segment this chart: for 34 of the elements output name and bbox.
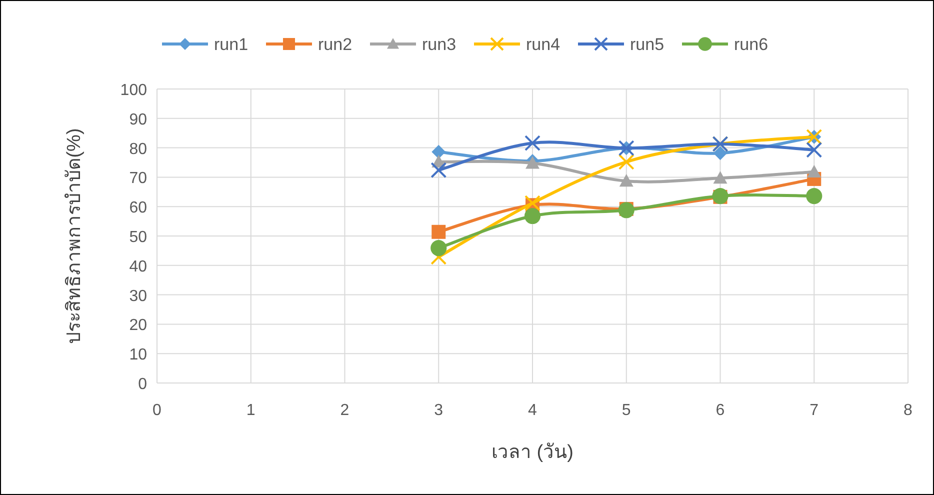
y-tick-label: 20 (129, 317, 148, 334)
x-tick-label: 1 (246, 402, 256, 419)
y-tick-label: 50 (129, 229, 148, 246)
y-tick-label: 70 (129, 170, 148, 188)
y-tick-label: 100 (120, 82, 148, 99)
y-tick-label: 40 (129, 258, 148, 276)
y-tick-label: 80 (129, 140, 148, 158)
legend-run4: run4 (474, 35, 560, 54)
legend-run5: run5 (578, 35, 664, 54)
legend-run3: run3 (370, 35, 456, 54)
y-tick-label: 60 (129, 200, 148, 217)
x-tick-label: 8 (904, 402, 913, 419)
y-tick-label: 0 (138, 376, 148, 393)
x-tick-label: 5 (622, 402, 631, 419)
x-tick-label: 3 (434, 402, 444, 419)
legend-label: run2 (318, 35, 352, 54)
y-tick-label: 30 (129, 288, 148, 305)
legend-label: run4 (526, 35, 560, 54)
x-axis-title: เวลา (วัน) (492, 442, 574, 463)
y-axis-title: ประสิทธิภาพการบำบัด(%) (64, 128, 85, 344)
legend-label: run6 (734, 35, 768, 54)
y-tick-label: 90 (129, 111, 148, 128)
x-tick-label: 6 (716, 402, 725, 419)
x-tick-label: 4 (528, 402, 538, 419)
legend-run1: run1 (162, 35, 248, 54)
legend-label: run5 (630, 35, 664, 54)
y-tick-label: 10 (129, 346, 148, 364)
x-tick-label: 0 (152, 402, 162, 419)
legend-label: run3 (422, 35, 456, 54)
legend-run2: run2 (266, 35, 352, 54)
legend-label: run1 (214, 35, 248, 54)
x-tick-label: 2 (340, 402, 350, 419)
legend-run6: run6 (682, 35, 768, 54)
x-tick-label: 7 (810, 402, 819, 419)
